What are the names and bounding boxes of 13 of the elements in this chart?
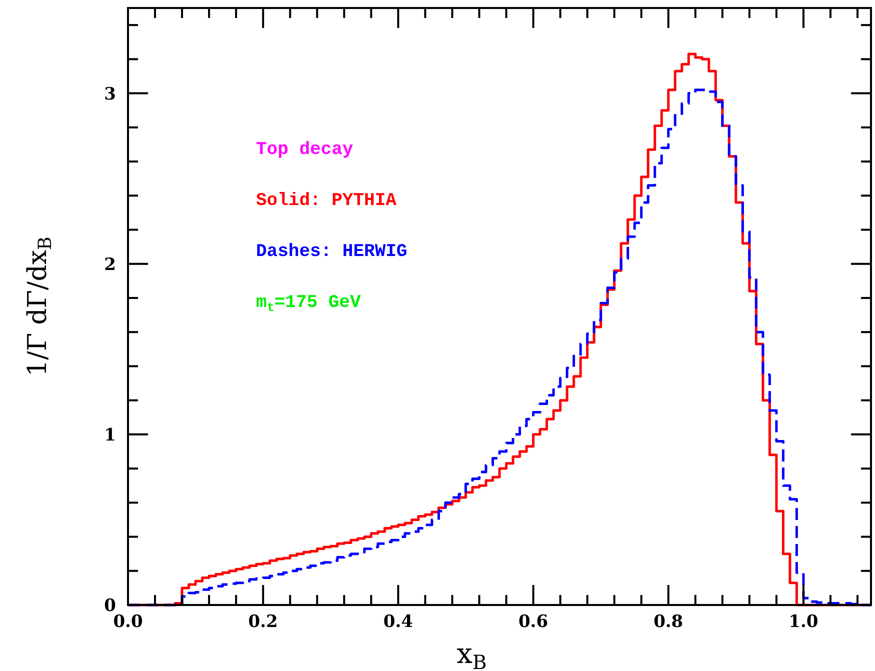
annotation: m$_{t}$=175 GeV bbox=[256, 293, 361, 315]
y-tick-label: 3 bbox=[104, 84, 116, 104]
x-tick-label: 1.0 bbox=[788, 612, 818, 632]
annotation: Solid: PYTHIA bbox=[256, 191, 397, 211]
y-tick-label: 2 bbox=[104, 254, 116, 275]
x-tick-label: 0.2 bbox=[248, 612, 278, 632]
x-axis-title: x$_{B}$ bbox=[456, 637, 487, 671]
annotation: Dashes: HERWIG bbox=[256, 242, 408, 262]
x-tick-label: 0.4 bbox=[383, 612, 414, 632]
annotation: Top decay bbox=[256, 140, 354, 160]
x-tick-label: 0.6 bbox=[518, 612, 548, 632]
y-tick-label: 1 bbox=[104, 425, 116, 446]
x-tick-label: 0.8 bbox=[654, 612, 684, 632]
